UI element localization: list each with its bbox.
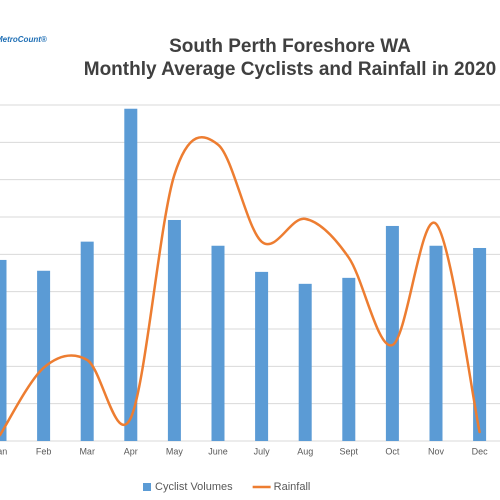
x-tick-label: Jan	[0, 446, 7, 456]
x-tick-label: June	[208, 446, 228, 456]
x-tick-label: Dec	[472, 446, 489, 456]
legend-label: Cyclist Volumes	[155, 481, 233, 493]
bar	[0, 259, 7, 441]
bar	[473, 247, 487, 441]
bar	[298, 283, 312, 441]
x-tick-label: Sept	[340, 446, 359, 456]
x-tick-label: Oct	[385, 446, 400, 456]
bar	[429, 245, 443, 441]
bar	[255, 271, 269, 441]
x-tick-label: July	[254, 446, 271, 456]
legend-label: Rainfall	[274, 481, 311, 493]
bar	[80, 241, 94, 441]
bar	[37, 270, 51, 441]
bar	[124, 108, 138, 441]
bar	[167, 219, 181, 441]
chart-subtitle: Monthly Average Cyclists and Rainfall in…	[84, 59, 497, 80]
line	[0, 136, 481, 437]
bar	[211, 245, 225, 441]
x-tick-label: May	[166, 446, 184, 456]
bar	[385, 225, 399, 441]
x-tick-label: Nov	[428, 446, 445, 456]
bar	[342, 277, 356, 441]
x-tick-label: Feb	[36, 446, 52, 456]
legend-swatch	[143, 483, 151, 491]
x-tick-label: Apr	[124, 446, 138, 456]
logo: MetroCount®	[0, 35, 47, 44]
x-tick-label: Aug	[297, 446, 313, 456]
x-tick-label: Mar	[79, 446, 95, 456]
chart-title: South Perth Foreshore WA	[169, 36, 411, 57]
